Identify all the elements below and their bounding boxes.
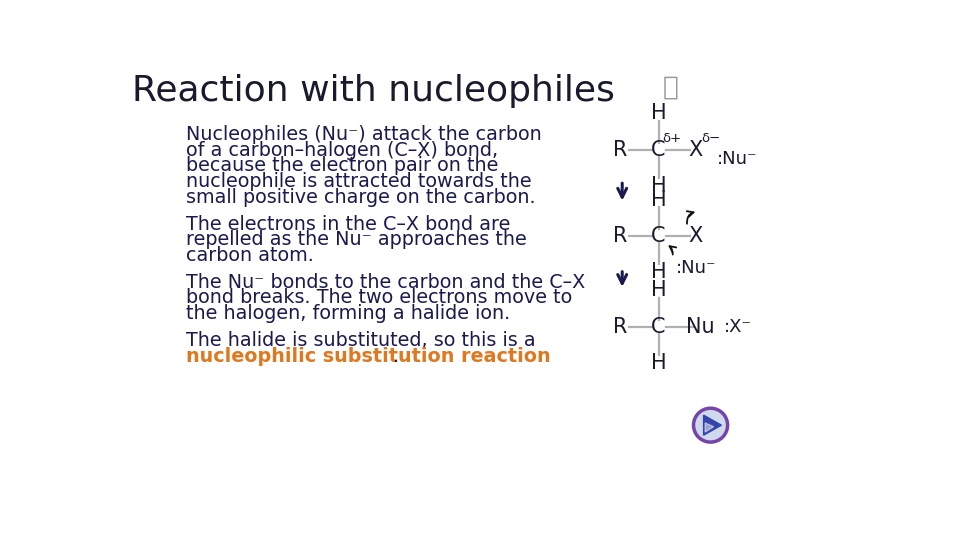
Text: small positive charge on the carbon.: small positive charge on the carbon.	[186, 188, 536, 207]
Text: X: X	[688, 139, 702, 159]
Text: Reaction with nucleophiles: Reaction with nucleophiles	[132, 74, 614, 108]
Text: R: R	[612, 316, 627, 336]
Text: H: H	[651, 262, 666, 282]
Text: Nu: Nu	[686, 316, 715, 336]
Text: The electrons in the C–X bond are: The electrons in the C–X bond are	[186, 214, 511, 234]
Text: Nucleophiles (Nu⁻) attack the carbon: Nucleophiles (Nu⁻) attack the carbon	[186, 125, 541, 144]
Text: H: H	[651, 280, 666, 300]
Text: 📖: 📖	[662, 75, 678, 101]
Text: because the electron pair on the: because the electron pair on the	[186, 157, 498, 176]
Polygon shape	[706, 423, 713, 432]
Circle shape	[694, 409, 727, 441]
Text: .: .	[393, 347, 399, 366]
Text: The Nu⁻ bonds to the carbon and the C–X: The Nu⁻ bonds to the carbon and the C–X	[186, 273, 586, 292]
Text: bond breaks. The two electrons move to: bond breaks. The two electrons move to	[186, 288, 572, 307]
Text: nucleophilic substitution reaction: nucleophilic substitution reaction	[186, 347, 550, 366]
Text: H: H	[651, 103, 666, 123]
Text: :X⁻: :X⁻	[724, 318, 752, 335]
FancyArrowPatch shape	[686, 211, 693, 224]
Text: repelled as the Nu⁻ approaches the: repelled as the Nu⁻ approaches the	[186, 231, 527, 249]
Text: H: H	[651, 353, 666, 373]
Text: :Nu⁻: :Nu⁻	[717, 150, 757, 168]
Text: δ−: δ−	[701, 132, 721, 145]
Text: C: C	[652, 226, 666, 246]
Text: of a carbon–halogen (C–X) bond,: of a carbon–halogen (C–X) bond,	[186, 140, 498, 160]
Text: carbon atom.: carbon atom.	[186, 246, 314, 265]
Text: R: R	[612, 226, 627, 246]
Text: the halogen, forming a halide ion.: the halogen, forming a halide ion.	[186, 304, 510, 323]
Text: R: R	[612, 139, 627, 159]
Text: H: H	[651, 176, 666, 195]
Polygon shape	[704, 415, 721, 435]
Text: H: H	[651, 190, 666, 210]
Text: :Nu⁻: :Nu⁻	[676, 259, 716, 277]
Text: C: C	[652, 316, 666, 336]
Text: X: X	[688, 226, 702, 246]
FancyArrowPatch shape	[669, 246, 676, 254]
Text: C: C	[652, 139, 666, 159]
Text: The halide is substituted, so this is a: The halide is substituted, so this is a	[186, 331, 536, 350]
Text: δ+: δ+	[662, 132, 682, 145]
Text: nucleophile is attracted towards the: nucleophile is attracted towards the	[186, 172, 532, 191]
